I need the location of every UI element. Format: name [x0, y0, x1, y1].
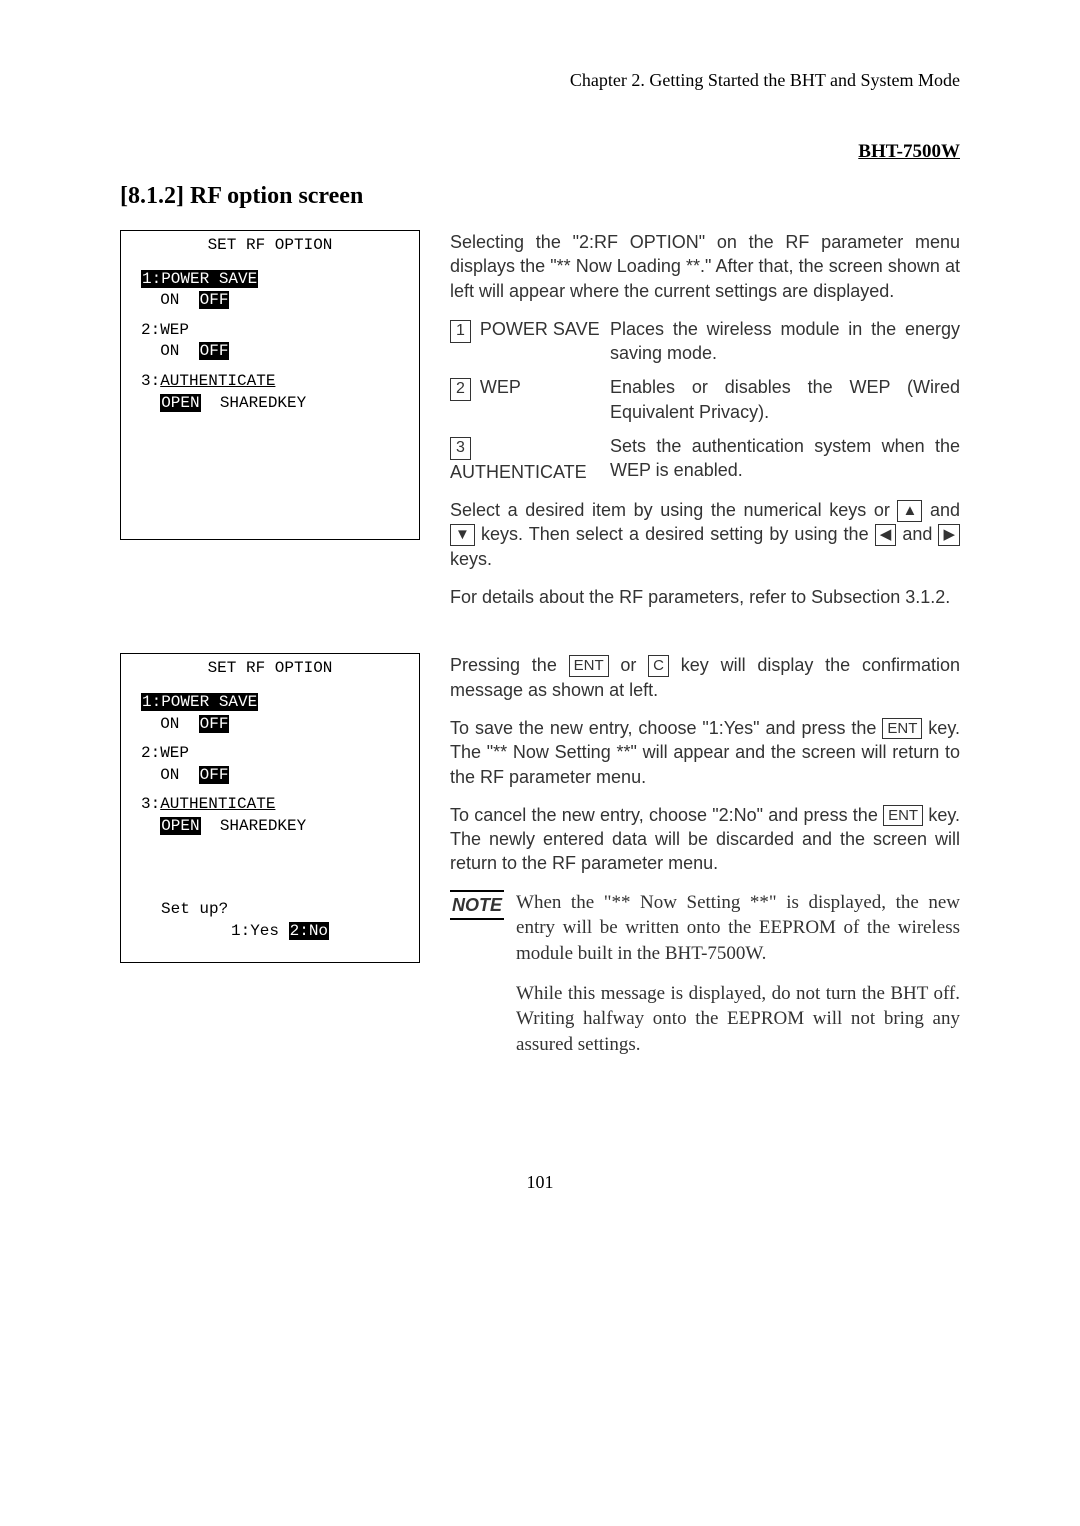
options-table: 1 POWER SAVE Places the wireless module …: [450, 317, 960, 484]
opt3-num: 3: [450, 437, 471, 460]
ent-key-icon: ENT: [569, 655, 609, 677]
screen1-title: SET RF OPTION: [123, 235, 417, 257]
note-text-2: While this message is displayed, do not …: [516, 981, 960, 1058]
opt1-label: POWER SAVE: [480, 319, 600, 339]
save-text: To save the new entry, choose "1:Yes" an…: [450, 716, 960, 789]
section-title: [8.1.2] RF option screen: [120, 183, 960, 210]
screen2-wep-item: 2:WEP: [141, 744, 189, 762]
note-block: NOTE When the "** Now Setting **" is dis…: [450, 890, 960, 1072]
details-text: For details about the RF parameters, ref…: [450, 585, 960, 609]
note-text-1: When the "** Now Setting **" is displaye…: [516, 890, 960, 967]
opt1-num: 1: [450, 320, 471, 343]
screen2-auth-open: OPEN: [160, 817, 200, 835]
screen2-powersave-item: 1:POWER SAVE: [141, 693, 258, 711]
right-key-icon: ▶: [938, 524, 960, 546]
note-label: NOTE: [450, 890, 504, 920]
screen2-auth-shared: SHAREDKEY: [220, 817, 306, 835]
up-key-icon: ▲: [897, 500, 922, 522]
c-key-icon: C: [648, 655, 669, 677]
desc-col-2: Pressing the ENT or C key will display t…: [450, 653, 960, 1071]
screen1-ps-on: ON: [160, 291, 179, 309]
screen1-auth-shared: SHAREDKEY: [220, 394, 306, 412]
opt-row-1: 1 POWER SAVE Places the wireless module …: [450, 317, 960, 366]
setup-label: Set up?: [121, 899, 419, 921]
opt-row-3: 3 AUTHENTICATE Sets the authentication s…: [450, 434, 960, 484]
screen1-auth-prefix: 3:: [141, 372, 160, 390]
desc-col-1: Selecting the "2:RF OPTION" on the RF pa…: [450, 230, 960, 623]
opt-row-2: 2 WEP Enables or disables the WEP (Wired…: [450, 375, 960, 424]
select-text: Select a desired item by using the numer…: [450, 498, 960, 571]
row-1: SET RF OPTION 1:POWER SAVE ON OFF 2:WEP …: [120, 230, 960, 623]
setup-yes: 1:Yes: [231, 922, 279, 940]
screen1-ps-off: OFF: [199, 291, 230, 309]
screen1-auth-label: AUTHENTICATE: [160, 372, 275, 390]
opt3-label: AUTHENTICATE: [450, 462, 587, 482]
screen2-ps-off: OFF: [199, 715, 230, 733]
screen2-wep-on: ON: [160, 766, 179, 784]
screen2-ps-on: ON: [160, 715, 179, 733]
ent-key-icon-2: ENT: [882, 718, 922, 740]
intro-text: Selecting the "2:RF OPTION" on the RF pa…: [450, 230, 960, 303]
screen2-auth-label: AUTHENTICATE: [160, 795, 275, 813]
down-key-icon: ▼: [450, 524, 475, 546]
opt2-num: 2: [450, 378, 471, 401]
screen1-wep-on: ON: [160, 342, 179, 360]
page-number: 101: [120, 1172, 960, 1193]
model-label: BHT-7500W: [120, 141, 960, 163]
opt1-desc: Places the wireless module in the energy…: [610, 317, 960, 366]
screen1-wep-item: 2:WEP: [141, 321, 189, 339]
chapter-header: Chapter 2. Getting Started the BHT and S…: [120, 70, 960, 91]
row-2: SET RF OPTION 1:POWER SAVE ON OFF 2:WEP …: [120, 653, 960, 1071]
ent-key-icon-3: ENT: [883, 805, 923, 827]
press-text: Pressing the ENT or C key will display t…: [450, 653, 960, 702]
opt2-desc: Enables or disables the WEP (Wired Equiv…: [610, 375, 960, 424]
screen1-wep-off: OFF: [199, 342, 230, 360]
screen-rf-option-1: SET RF OPTION 1:POWER SAVE ON OFF 2:WEP …: [120, 230, 420, 540]
screen-rf-option-2: SET RF OPTION 1:POWER SAVE ON OFF 2:WEP …: [120, 653, 420, 963]
screen2-auth-prefix: 3:: [141, 795, 160, 813]
screen2-wep-off: OFF: [199, 766, 230, 784]
screen1-powersave-item: 1:POWER SAVE: [141, 270, 258, 288]
left-key-icon: ◀: [875, 524, 897, 546]
setup-no: 2:No: [289, 922, 329, 940]
screen2-title: SET RF OPTION: [123, 658, 417, 680]
opt3-desc: Sets the authentication system when the …: [610, 434, 960, 483]
cancel-text: To cancel the new entry, choose "2:No" a…: [450, 803, 960, 876]
screen1-auth-open: OPEN: [160, 394, 200, 412]
opt2-label: WEP: [480, 377, 521, 397]
